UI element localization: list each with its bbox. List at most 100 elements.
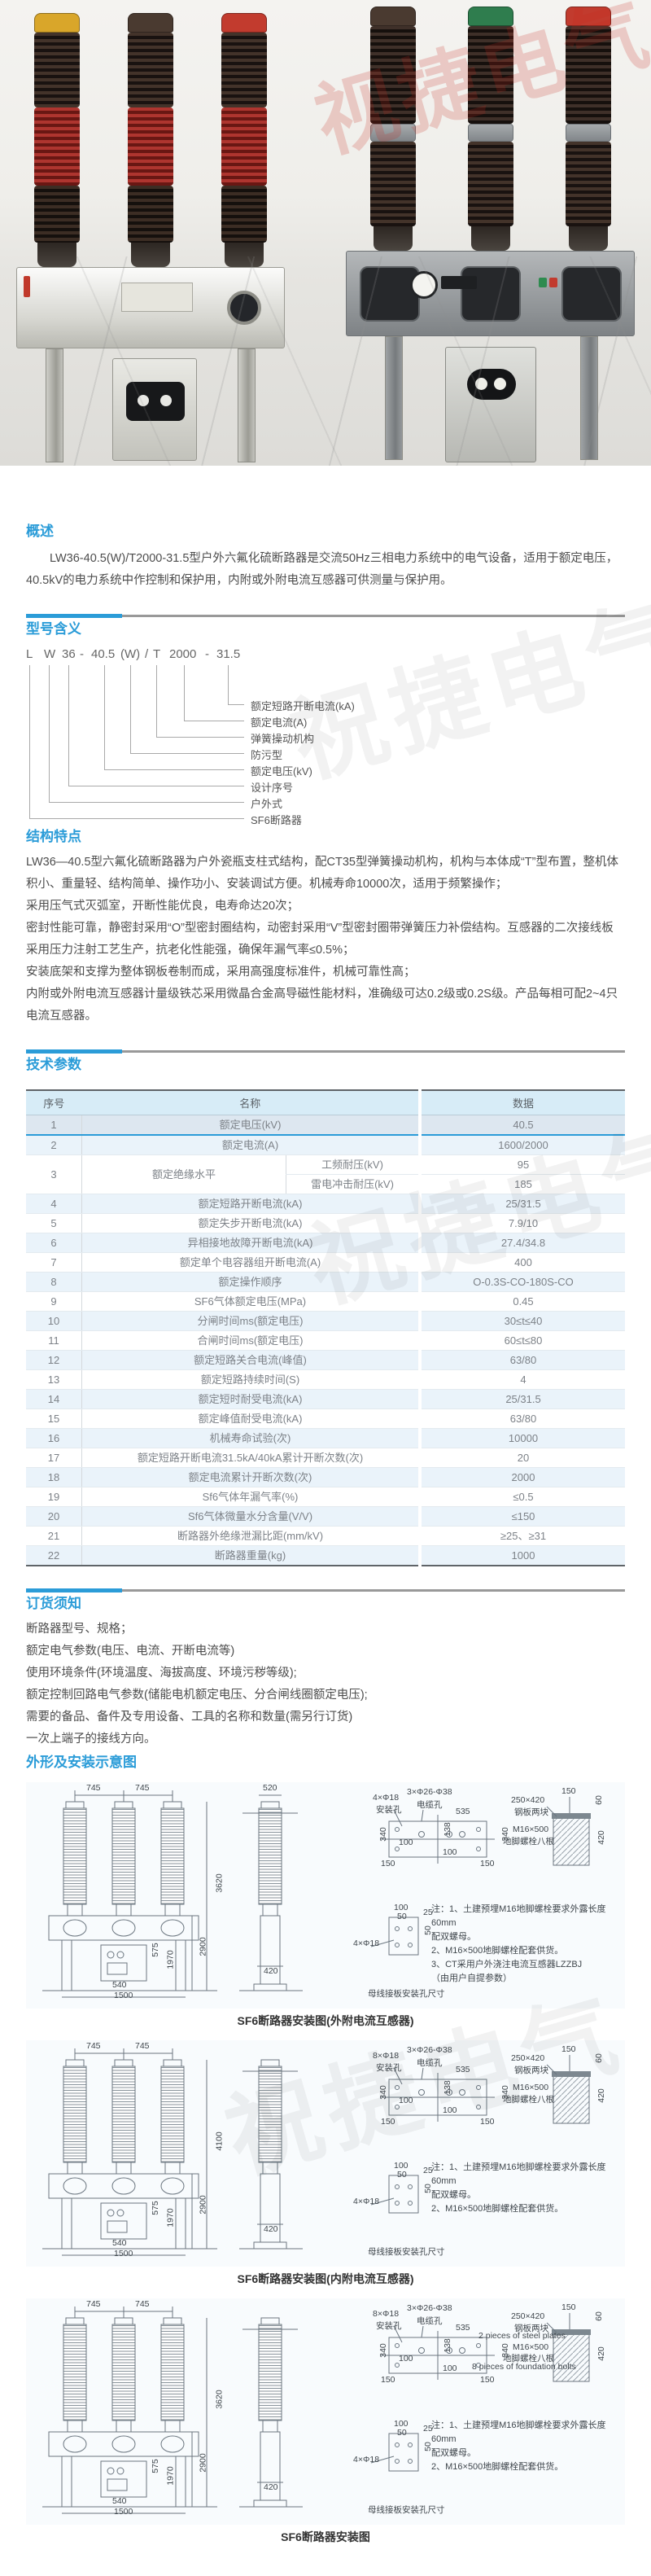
spec-cell: 40.5 xyxy=(418,1115,625,1136)
dimension-label: 520 xyxy=(263,1783,277,1793)
dimension-label: 25 xyxy=(423,1908,433,1917)
spec-cell: 30≤t≤40 xyxy=(418,1311,625,1331)
model-code-token: (W) xyxy=(120,647,141,661)
spec-cell: 合闸时间ms(额定电压) xyxy=(81,1330,420,1351)
dimension-label: 3620 xyxy=(214,1873,225,1893)
diagram-notes: 注：1、土建预埋M16地脚螺栓要求外露长度60mm 配双螺母。 2、M16×500地… xyxy=(431,2161,609,2216)
dimension-label: 100 xyxy=(394,1903,409,1912)
note-line: 3、CT采用户外浇注电流互感器LZZBJ xyxy=(431,1960,583,1969)
dimension-label: 420 xyxy=(264,2224,278,2234)
dimension-label: 420 xyxy=(596,2088,606,2103)
outline-heading: 外形及安装示意图 xyxy=(26,1755,137,1770)
dimension-label: 540 xyxy=(112,2496,127,2506)
spec-cell: 25/31.5 xyxy=(418,1389,625,1409)
spec-cell: Sf6气体微量水分含量(V/V) xyxy=(81,1506,420,1527)
installation-drawing-external-ct: 注：1、土建预埋M16地脚螺栓要求外露长度60mm 配双螺母。 2、M16×500地… xyxy=(26,1782,625,2009)
product-photo: 视捷电气 xyxy=(0,0,651,466)
model-code-token: T xyxy=(153,647,161,661)
spec-cell: Sf6气体年漏气率(%) xyxy=(81,1487,420,1507)
spec-cell: 13 xyxy=(26,1369,82,1390)
dimension-label: 150 xyxy=(381,2117,395,2127)
installation-figure-2: 注：1、土建预埋M16地脚螺栓要求外露长度60mm 配双螺母。 2、M16×500地… xyxy=(26,2040,625,2287)
dimension-label: 745 xyxy=(135,1783,150,1793)
dimension-label: 745 xyxy=(86,1783,101,1793)
insulator-column xyxy=(468,7,513,251)
dimension-label: 535 xyxy=(456,1807,470,1816)
spec-row: 5 额定失步开断电流(kA) 7.9/10 xyxy=(26,1213,625,1233)
spec-cell: 额定操作顺序 xyxy=(81,1272,420,1292)
spec-cell: 异相接地故障开断电流(kA) xyxy=(81,1233,420,1253)
spec-cell: 额定短路关合电流(峰值) xyxy=(81,1350,420,1370)
note-line: 配双螺母。 xyxy=(431,1932,476,1942)
section-divider xyxy=(26,1588,625,1592)
dimension-label: 4×Φ18 xyxy=(353,2197,380,2206)
model-label: 弹簧操动机构 xyxy=(251,733,315,745)
ordering-heading: 订货须知 xyxy=(26,1596,81,1611)
spec-cell: 60≤t≤80 xyxy=(418,1330,625,1351)
note-line: 注：1、土建预埋M16地脚螺栓要求外露长度60mm xyxy=(431,2162,606,2186)
feature-line: 密封性能可靠，静密封采用“O”型密封圈结构，动密封采用“V”型密封圈带弹簧压力补… xyxy=(26,922,614,957)
dimension-label: 150 xyxy=(561,1786,576,1796)
breaker-tank xyxy=(346,251,635,336)
model-label: 设计序号 xyxy=(251,782,294,794)
model-code-token: W xyxy=(44,647,56,661)
dimension-label: 2900 xyxy=(198,1937,208,1956)
dimension-label: 575 xyxy=(150,2459,160,2473)
spec-cell: 10000 xyxy=(418,1428,625,1448)
dimension-label: 地脚螺栓八根 xyxy=(503,1837,554,1847)
diagram-notes: 注：1、土建预埋M16地脚螺栓要求外露长度60mm 配双螺母。 2、M16×500地… xyxy=(431,1903,609,1986)
model-code-token: L xyxy=(26,647,33,661)
spec-row: 22 断路器重量(kg) 1000 xyxy=(26,1545,625,1566)
mechanism-cabinet xyxy=(112,358,197,461)
model-code-token: - xyxy=(80,647,84,661)
spec-row: 14 额定短时耐受电流(kA) 25/31.5 xyxy=(26,1389,625,1409)
spec-cell: 1 xyxy=(26,1115,82,1136)
ordering-line: 需要的备品、备件及专用设备、工具的名称和数量(需另行订货) xyxy=(26,1711,353,1724)
dimension-label: 100 xyxy=(394,2419,409,2429)
dimension-label: 150 xyxy=(561,2044,576,2054)
dimension-label: 250×420 xyxy=(511,2311,545,2321)
dimension-label: 535 xyxy=(456,2065,470,2074)
feature-line: LW36—40.5型六氟化硫断路器为户外瓷瓶支柱式结构，配CT35型弹簧操动机构… xyxy=(26,856,618,891)
spec-cell: 63/80 xyxy=(418,1408,625,1429)
specs-header-row: 序号 名称 数据 xyxy=(26,1090,625,1115)
spec-row: 12 额定短路关合电流(峰值) 63/80 xyxy=(26,1350,625,1370)
dimension-label: 60 xyxy=(593,1795,604,1805)
dimension-label: 4100 xyxy=(214,2131,225,2151)
spec-cell: 2000 xyxy=(418,1467,625,1487)
model-code-token: / xyxy=(145,647,149,661)
spec-cell: ≤0.5 xyxy=(418,1487,625,1507)
spec-cell: ≤150 xyxy=(418,1506,625,1527)
dimension-label: 420 xyxy=(264,2482,278,2492)
spec-cell: 2 xyxy=(26,1135,82,1155)
pressure-gauge xyxy=(410,271,438,299)
spec-row: 17 额定短路开断电流31.5kA/40kA累计开断次数(次) 20 xyxy=(26,1448,625,1468)
dimension-label: 25 xyxy=(423,2166,433,2175)
spec-cell: 0.45 xyxy=(418,1291,625,1312)
spec-cell: 额定电压(kV) xyxy=(81,1115,420,1136)
spec-row: 8 额定操作顺序 O-0.3S-CO-180S-CO xyxy=(26,1272,625,1292)
dimension-label: 60 xyxy=(593,2311,604,2321)
dimension-label: 2900 xyxy=(198,2453,208,2473)
dimension-label: 50 xyxy=(397,1912,407,1921)
dimension-label: 8×Φ18 xyxy=(373,2309,400,2319)
ordering-line: 断路器型号、规格； xyxy=(26,1623,133,1636)
dimension-label: 3×Φ26-Φ38 xyxy=(407,2045,452,2055)
dimension-label: 50 xyxy=(422,2442,433,2451)
spec-cell: 额定峰值耐受电流(kA) xyxy=(81,1408,420,1429)
dimension-label: 地脚螺栓八根 xyxy=(503,2354,554,2364)
dimension-label: 100 xyxy=(399,1838,413,1847)
spec-cell: 额定短时耐受电流(kA) xyxy=(81,1389,420,1409)
spec-cell: 额定电流累计开断次数(次) xyxy=(81,1467,420,1487)
ordering-line: 一次上端子的接线方向。 xyxy=(26,1733,156,1746)
dimension-label: 50 xyxy=(397,2170,407,2180)
dimension-label: 100 xyxy=(443,2364,457,2373)
ct-window xyxy=(561,266,622,322)
feature-line: 采用压气式灭弧室，开断性能优良，电寿命达20次； xyxy=(26,900,299,913)
spec-cell: 4 xyxy=(26,1194,82,1214)
dimension-label: 420 xyxy=(264,1966,278,1976)
dimension-label: 250×420 xyxy=(511,2053,545,2063)
spec-cell: 12 xyxy=(26,1350,82,1370)
spec-row: 3 额定绝缘水平 工频耐压(kV) 95 xyxy=(26,1154,625,1194)
spec-row: 雷电冲击耐压(kV) 185 xyxy=(26,1174,625,1194)
